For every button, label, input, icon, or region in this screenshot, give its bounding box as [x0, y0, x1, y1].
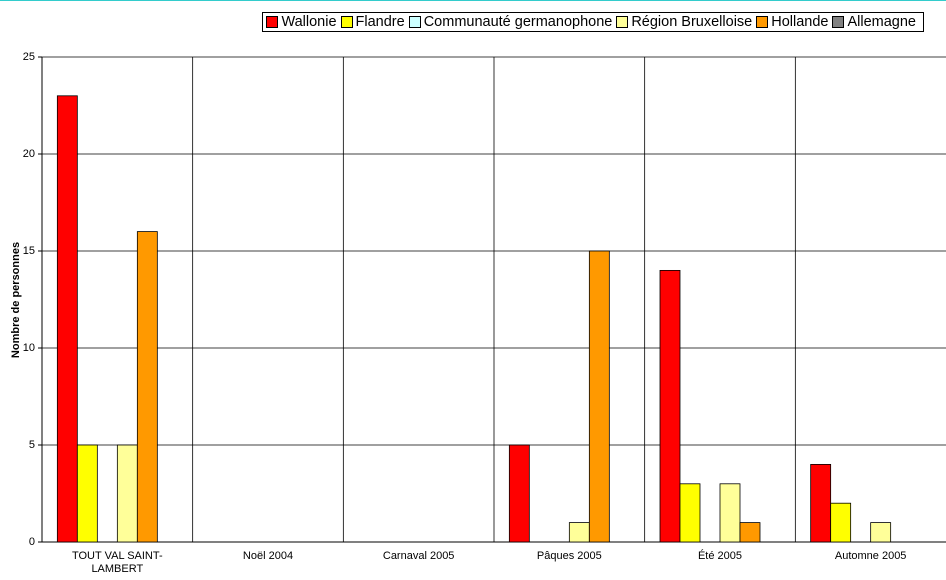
x-tick-label: Carnaval 2005: [382, 550, 455, 562]
legend-item: Allemagne: [832, 14, 916, 30]
bar: [679, 483, 701, 543]
bar: [739, 522, 761, 543]
legend-label: Hollande: [771, 14, 829, 30]
y-tick-label: 0: [29, 536, 35, 548]
bar: [508, 444, 530, 543]
bar: [719, 483, 741, 543]
legend-item: Communauté germanophone: [408, 14, 613, 30]
legend-label: Communauté germanophone: [423, 14, 613, 30]
legend-item: Région Bruxelloise: [616, 14, 752, 30]
y-tick-label: 15: [23, 245, 35, 257]
legend-swatch: [266, 16, 279, 28]
y-axis-label: Nombre de personnes: [10, 242, 22, 358]
legend: Wallonie Flandre Communauté germanophone Ré…: [262, 12, 924, 32]
legend-swatch: [616, 16, 629, 28]
x-tick-label: Été 2005: [697, 550, 743, 562]
legend-swatch: [756, 16, 769, 28]
legend-swatch: [832, 16, 845, 28]
bar: [76, 444, 98, 543]
bar: [870, 522, 892, 543]
legend-swatch: [340, 16, 353, 28]
legend-item: Hollande: [756, 14, 828, 30]
legend-label: Wallonie: [281, 14, 337, 30]
legend-swatch: [408, 16, 421, 28]
x-tick-label: TOUT VAL SAINT-LAMBERT: [71, 550, 163, 575]
legend-label: Région Bruxelloise: [631, 14, 753, 30]
legend-label: Allemagne: [847, 14, 916, 30]
legend-item: Flandre: [340, 14, 405, 30]
bar: [659, 269, 681, 543]
bar: [136, 231, 158, 543]
bar: [830, 502, 852, 543]
y-tick-label: 25: [23, 51, 35, 63]
bar: [568, 522, 590, 543]
x-tick-label: Noël 2004: [242, 550, 294, 562]
x-tick-label: Automne 2005: [834, 550, 907, 562]
y-tick-label: 10: [23, 342, 35, 354]
legend-item: Wallonie: [266, 14, 337, 30]
bar: [116, 444, 138, 543]
bar: [56, 95, 78, 543]
legend-label: Flandre: [355, 14, 405, 30]
bar: [588, 250, 610, 543]
y-tick-label: 5: [29, 439, 35, 451]
y-tick-label: 20: [23, 148, 35, 160]
x-tick-label: Pâques 2005: [536, 550, 602, 562]
bar: [810, 463, 832, 543]
